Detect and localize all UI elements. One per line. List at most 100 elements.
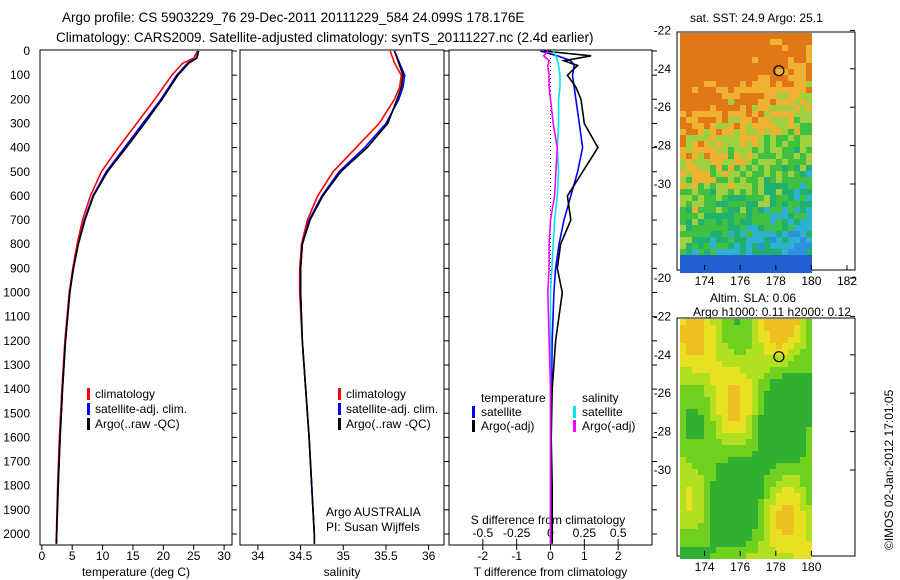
map-cell — [746, 237, 752, 243]
map-cell — [794, 493, 800, 499]
map-cell — [680, 403, 686, 409]
map-cell — [728, 45, 734, 51]
map-cell — [686, 255, 692, 261]
sst-map: sat. SST: 24.9 Argo: 25.1 174 176 178 180 18… — [654, 11, 858, 288]
map-cell — [728, 243, 734, 249]
legend-label: satellite — [481, 405, 522, 419]
map-cell — [716, 493, 722, 499]
map-cell — [794, 523, 800, 529]
map-cell — [764, 475, 770, 481]
map-cell — [692, 141, 698, 147]
map-cell — [740, 177, 746, 183]
map-cell — [746, 207, 752, 213]
y-tick-label: 1500 — [3, 406, 30, 420]
map-cell — [692, 379, 698, 385]
map-cell — [704, 45, 710, 51]
map-cell — [692, 547, 698, 553]
map-cell — [746, 39, 752, 45]
map-cell — [686, 129, 692, 135]
map-cell — [722, 331, 728, 337]
map-cell — [698, 99, 704, 105]
map-cell — [746, 261, 752, 267]
map-cell — [752, 159, 758, 165]
map-cell — [710, 105, 716, 111]
map-cell — [740, 249, 746, 255]
map-cell — [794, 379, 800, 385]
map-cell — [686, 547, 692, 553]
x-tick-label: 1 — [581, 549, 588, 563]
map-cell — [698, 177, 704, 183]
map-cell — [800, 457, 806, 463]
map-cell — [704, 267, 710, 273]
map-cell — [680, 123, 686, 129]
map-cell — [728, 409, 734, 415]
map-cell — [698, 319, 704, 325]
map-cell — [734, 189, 740, 195]
map-cell — [704, 535, 710, 541]
map-cell — [752, 195, 758, 201]
map-cell — [752, 373, 758, 379]
map-cell — [800, 439, 806, 445]
map-cell — [722, 541, 728, 547]
map-cell — [692, 147, 698, 153]
map-cell — [710, 439, 716, 445]
map-cell — [680, 451, 686, 457]
map-cell — [734, 337, 740, 343]
map-cell — [716, 337, 722, 343]
map-cell — [704, 499, 710, 505]
legend-swatch — [573, 420, 576, 432]
map-cell — [746, 135, 752, 141]
map-cell — [770, 553, 776, 559]
map-cell — [704, 385, 710, 391]
map-cell — [800, 349, 806, 355]
map-cell — [764, 415, 770, 421]
map-cell — [806, 355, 812, 361]
map-cell — [782, 541, 788, 547]
map-cell — [776, 541, 782, 547]
map-cell — [686, 403, 692, 409]
map-cell — [680, 117, 686, 123]
map-cell — [758, 463, 764, 469]
map-cell — [770, 225, 776, 231]
map-cell — [728, 469, 734, 475]
map-cell — [698, 267, 704, 273]
map-cell — [794, 99, 800, 105]
map-cell — [758, 421, 764, 427]
map-cell — [776, 81, 782, 87]
map-cell — [686, 343, 692, 349]
map-cell — [770, 195, 776, 201]
map-cell — [692, 535, 698, 541]
map-cell — [704, 117, 710, 123]
map-cell — [758, 511, 764, 517]
map-cell — [740, 165, 746, 171]
map-cell — [722, 469, 728, 475]
map-cell — [782, 439, 788, 445]
map-cell — [764, 553, 770, 559]
map-cell — [710, 481, 716, 487]
map-cell — [716, 57, 722, 63]
map-cell — [746, 505, 752, 511]
map-cell — [734, 415, 740, 421]
map-cell — [806, 195, 812, 201]
map-cell — [686, 225, 692, 231]
map-cell — [740, 267, 746, 273]
map-cell — [776, 457, 782, 463]
map-cell — [770, 105, 776, 111]
map-cell — [794, 171, 800, 177]
map-cell — [734, 231, 740, 237]
map-cell — [776, 451, 782, 457]
map-cell — [758, 237, 764, 243]
map-cell — [764, 529, 770, 535]
map-cell — [722, 403, 728, 409]
map-cell — [698, 117, 704, 123]
map-cell — [716, 391, 722, 397]
map-cell — [752, 523, 758, 529]
map-cell — [716, 123, 722, 129]
map-cell — [746, 177, 752, 183]
map-cell — [686, 231, 692, 237]
map-cell — [734, 63, 740, 69]
map-cell — [752, 201, 758, 207]
map-cell — [746, 355, 752, 361]
map-cell — [710, 319, 716, 325]
map-cell — [716, 153, 722, 159]
